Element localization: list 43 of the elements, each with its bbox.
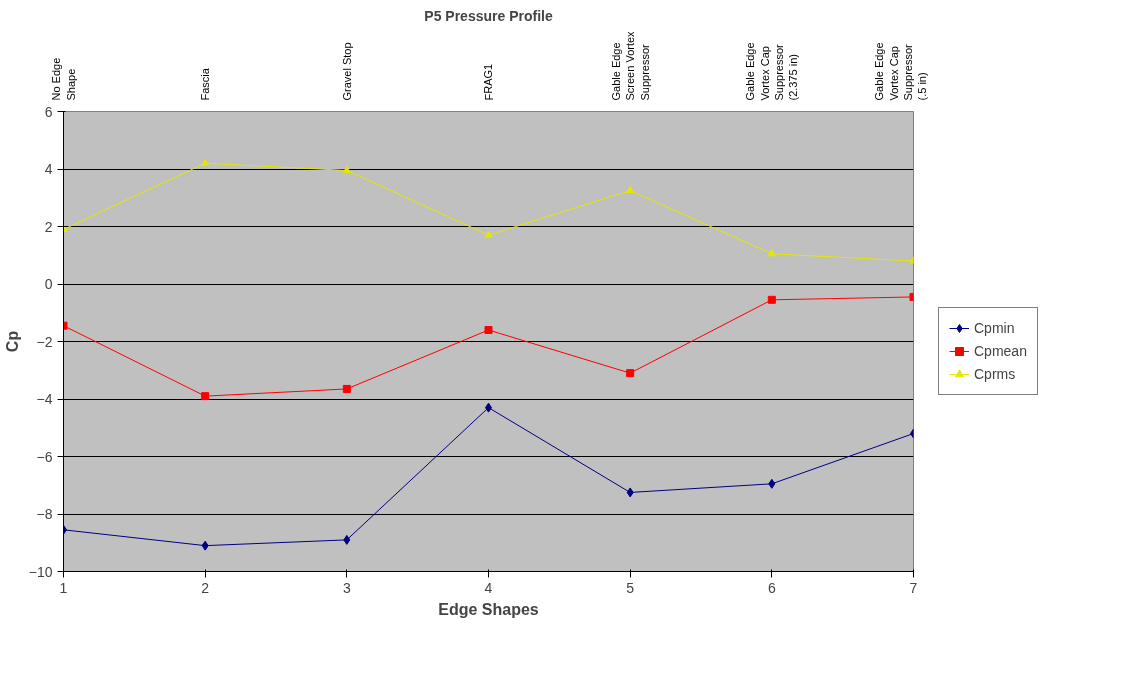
y-axis-title: Cp (3, 330, 21, 353)
y-tick-label: −4 (36, 391, 53, 407)
x-tick-label: 7 (909, 579, 918, 596)
x-tick-label: 1 (59, 579, 68, 596)
y-tick-label: −10 (28, 563, 53, 580)
x-tick-label: 2 (201, 579, 210, 596)
text: Fascia (199, 67, 212, 101)
x-tick-label: 6 (767, 579, 776, 596)
legend-label: Cpmin (974, 320, 1015, 336)
point (201, 392, 210, 401)
y-tick-label: 2 (44, 218, 53, 235)
point (484, 230, 493, 238)
chart-title: P5 Pressure Profile (424, 7, 553, 24)
point (484, 326, 493, 334)
point (768, 478, 776, 489)
point (626, 369, 635, 378)
x-tick-label: 3 (342, 579, 351, 596)
y-tick-label: 4 (44, 161, 53, 177)
point (626, 487, 634, 498)
y-tick-label: −8 (36, 506, 53, 522)
point (767, 295, 776, 304)
x-tick-label: 4 (484, 579, 493, 596)
x-tick-label: 5 (626, 579, 635, 596)
text: Gable Edge Screen Vortex Suppressor (609, 30, 651, 101)
text: Gable Edge Vortex Cap Suppressor (2.375 in) (744, 42, 800, 101)
legend-label: Cpmean (974, 343, 1027, 359)
x-axis-title: Edge Shapes (438, 600, 539, 618)
point (342, 165, 351, 173)
y-tick-label: 0 (44, 276, 53, 292)
y-tick-label: −2 (36, 333, 53, 350)
text: FRAG1 (482, 63, 495, 101)
point (626, 186, 635, 194)
point (201, 158, 210, 166)
point (767, 249, 776, 257)
y-tick-label: 6 (44, 103, 53, 120)
point (342, 384, 351, 393)
point (343, 534, 351, 545)
text: Gable Edge Vortex Cap Suppressor (.5 in) (873, 42, 929, 101)
text: No Edge Shape (50, 57, 77, 101)
point (201, 540, 209, 551)
y-tick-label: −6 (36, 448, 53, 465)
text: Gravel Stop (340, 42, 353, 101)
legend-label: Cprms (974, 366, 1016, 382)
